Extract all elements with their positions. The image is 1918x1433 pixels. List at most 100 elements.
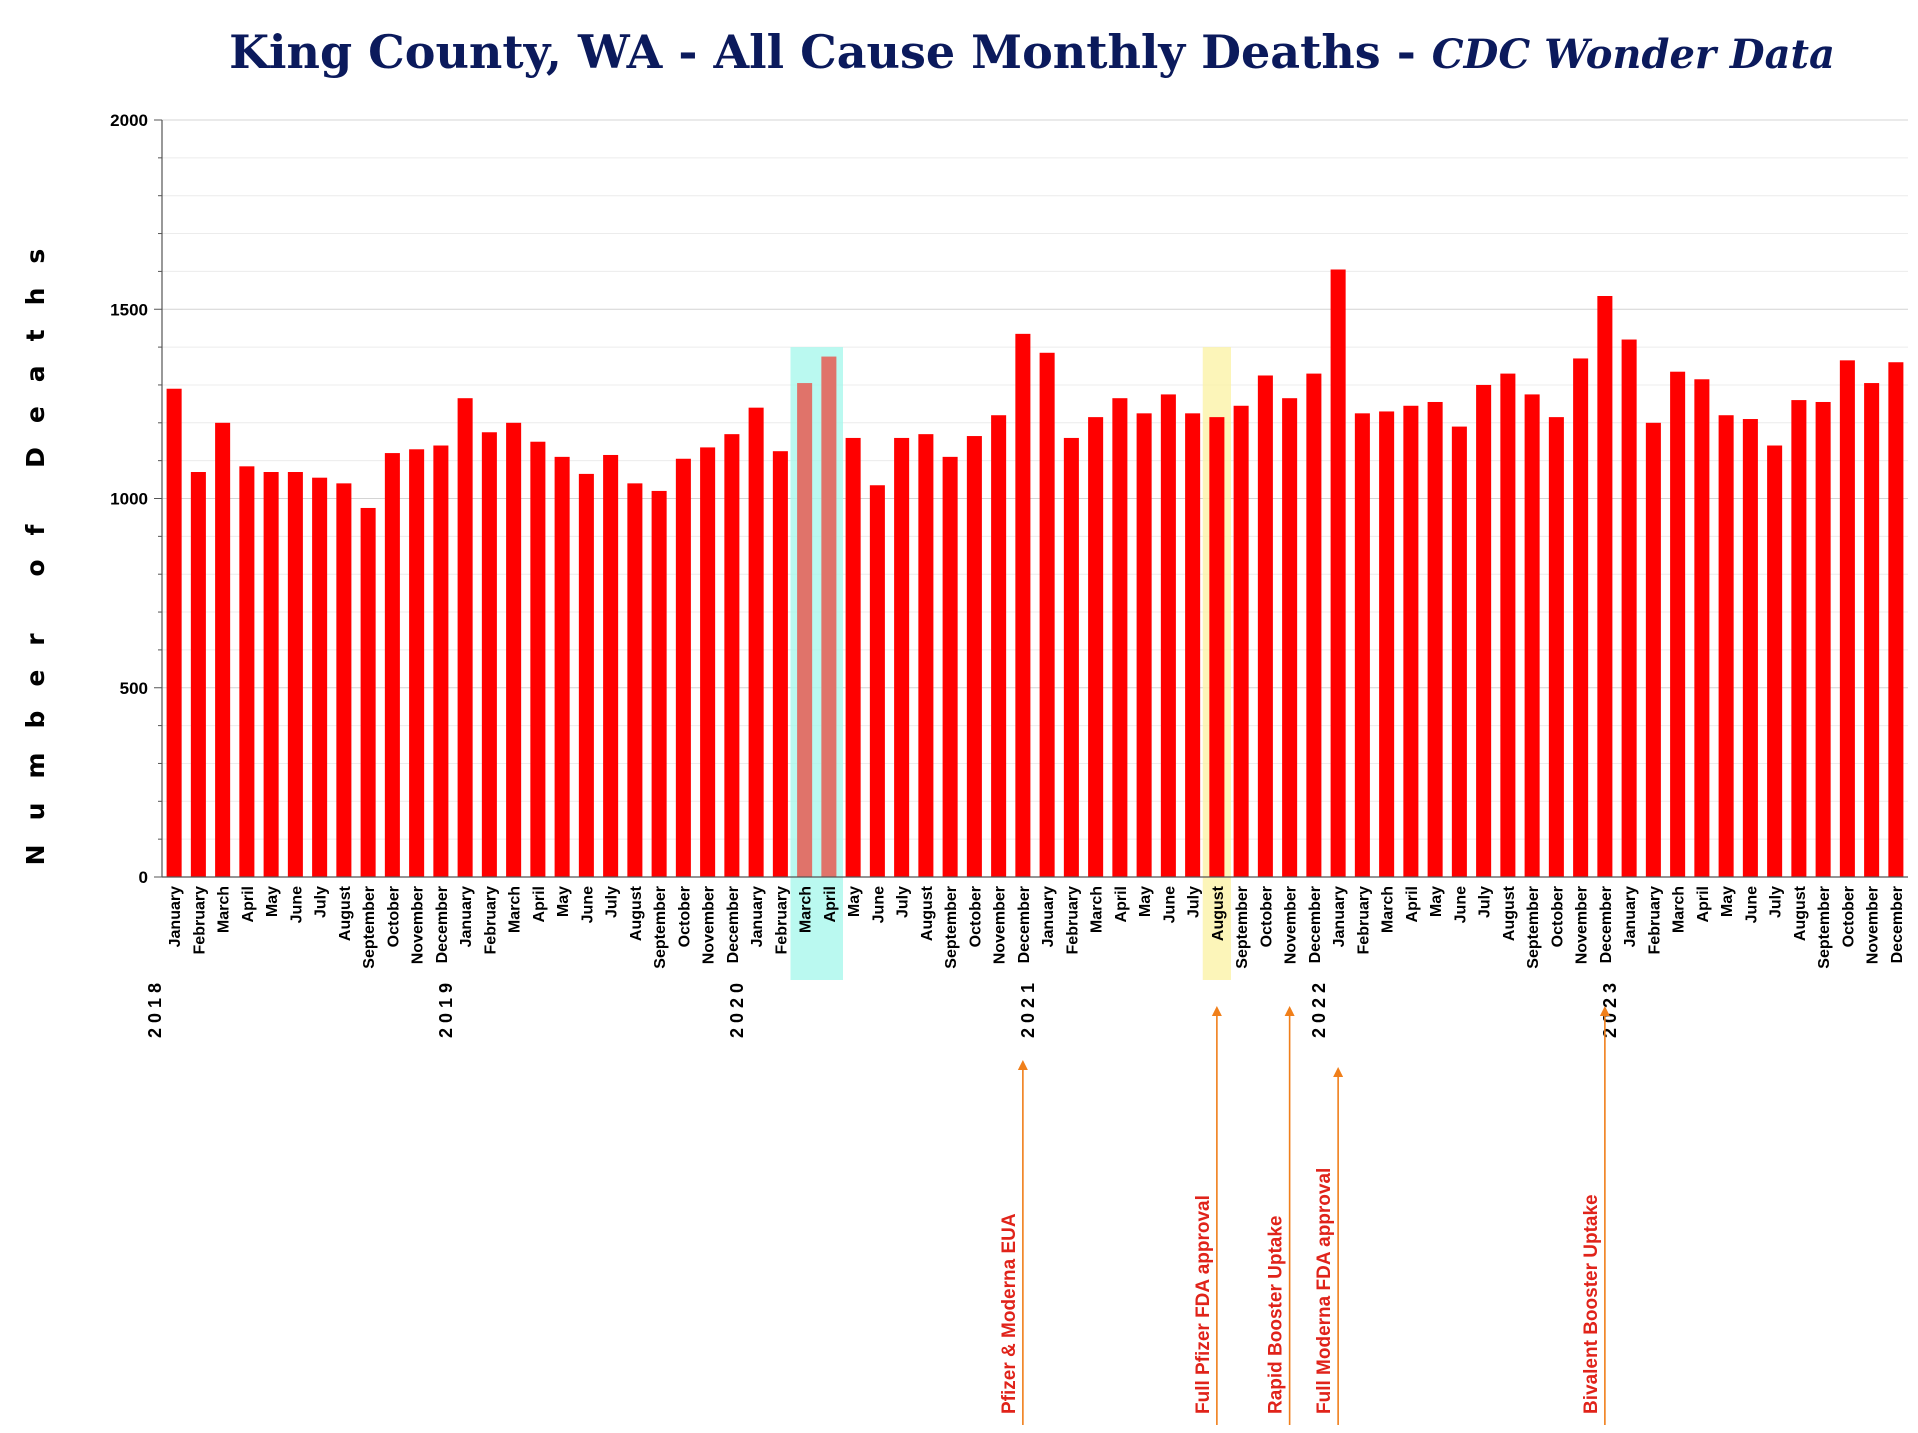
x-tick-label: December	[434, 886, 451, 963]
x-tick-label: June	[288, 886, 305, 923]
x-tick-label: August	[1501, 885, 1518, 941]
annotation-label: Bivalent Booster Uptake	[1581, 1194, 1602, 1414]
bar	[1112, 398, 1128, 877]
bar	[675, 458, 691, 877]
x-tick-label: July	[1186, 886, 1203, 918]
bar	[336, 483, 352, 877]
bar	[797, 383, 813, 877]
bar	[1209, 417, 1225, 877]
annotation-arrowhead	[1284, 1006, 1295, 1016]
bar	[1524, 394, 1540, 877]
x-tick-label: August	[337, 885, 354, 941]
annotations: Pfizer & Moderna EUA Full Pfizer FDA appr…	[999, 1006, 1610, 1425]
y-tick-label: 2000	[110, 111, 148, 130]
x-tick-label: January	[1622, 886, 1639, 947]
bar	[384, 453, 400, 877]
x-tick-label: June	[579, 886, 596, 923]
x-tick-labels: January February March April May June July Augu…	[145, 885, 1906, 1038]
bar	[1815, 401, 1831, 877]
bar	[918, 434, 934, 877]
x-tick-label: December	[1016, 886, 1033, 963]
bar	[1160, 394, 1176, 877]
bar	[578, 473, 594, 877]
bar	[166, 388, 182, 877]
annotation-label: Full Pfizer FDA approval	[1193, 1195, 1214, 1414]
bar	[1306, 373, 1322, 877]
x-tick-label: May	[555, 886, 572, 917]
bar	[1257, 375, 1273, 877]
bar	[1282, 398, 1298, 877]
bar	[481, 432, 497, 877]
chart-title-main: King County, WA - All Cause Monthly Deat…	[229, 25, 1432, 79]
x-tick-label: November	[410, 886, 427, 964]
bar	[772, 451, 788, 877]
x-tick-label: October	[967, 886, 984, 947]
bar	[1015, 333, 1031, 877]
bar	[991, 415, 1007, 877]
x-tick-label: October	[1549, 886, 1566, 947]
x-tick-label: December	[1889, 886, 1906, 963]
x-tick-label: July	[895, 886, 912, 918]
y-tick-label: 1000	[110, 490, 148, 509]
bar	[1354, 413, 1370, 877]
x-tick-label: February	[482, 886, 499, 955]
bars	[166, 269, 1904, 878]
bar	[409, 449, 425, 877]
x-tick-label: March	[798, 886, 815, 933]
bar	[1694, 379, 1710, 877]
bar	[312, 477, 328, 877]
bar	[1451, 426, 1467, 877]
x-tick-label: December	[1598, 886, 1615, 963]
x-tick-label: April	[1113, 886, 1130, 922]
bar	[190, 472, 206, 877]
year-label: 2018	[145, 978, 165, 1038]
bar	[1548, 417, 1564, 877]
x-tick-label: April	[1404, 886, 1421, 922]
x-tick-label: January	[458, 886, 475, 947]
x-tick-label: May	[1137, 886, 1154, 917]
bar	[966, 436, 982, 877]
x-tick-label: February	[1646, 886, 1663, 955]
year-label: 2020	[727, 978, 747, 1038]
x-tick-label: June	[1743, 886, 1760, 923]
bar	[215, 422, 231, 877]
chart-title-sub: CDC Wonder Data	[1432, 31, 1835, 78]
year-label: 2019	[436, 978, 456, 1038]
bar	[1403, 405, 1419, 877]
bar	[748, 407, 764, 877]
bar	[506, 422, 522, 877]
bar	[1573, 358, 1589, 878]
bar	[1427, 401, 1443, 877]
bar	[894, 437, 910, 877]
y-axis-label: Number of Deaths	[21, 225, 50, 866]
bar	[554, 456, 570, 877]
x-tick-label: November	[1283, 886, 1300, 964]
x-tick-label: November	[1574, 886, 1591, 964]
bar	[1500, 373, 1516, 877]
x-tick-label: October	[1258, 886, 1275, 947]
x-tick-label: June	[870, 886, 887, 923]
bar	[1742, 419, 1758, 877]
bar	[239, 466, 255, 877]
x-tick-label: August	[1210, 885, 1227, 941]
bar	[1063, 437, 1079, 877]
annotation-arrowhead	[1211, 1006, 1222, 1016]
x-tick-label: September	[652, 886, 669, 969]
x-tick-label: May	[1719, 886, 1736, 917]
x-tick-label: May	[1428, 886, 1445, 917]
bar	[530, 441, 546, 877]
bar	[1621, 339, 1637, 877]
bar	[1888, 362, 1904, 877]
x-tick-label: December	[725, 886, 742, 963]
x-tick-label: February	[1064, 886, 1081, 955]
x-tick-label: September	[361, 886, 378, 969]
x-tick-label: August	[628, 885, 645, 941]
bar	[869, 485, 885, 877]
x-tick-label: February	[191, 886, 208, 955]
bar	[1670, 371, 1686, 877]
x-tick-label: March	[507, 886, 524, 933]
axes: 0 500 1000 1500 2000	[110, 111, 1908, 887]
x-tick-label: January	[749, 886, 766, 947]
bar	[1864, 383, 1880, 877]
bar	[821, 356, 837, 877]
